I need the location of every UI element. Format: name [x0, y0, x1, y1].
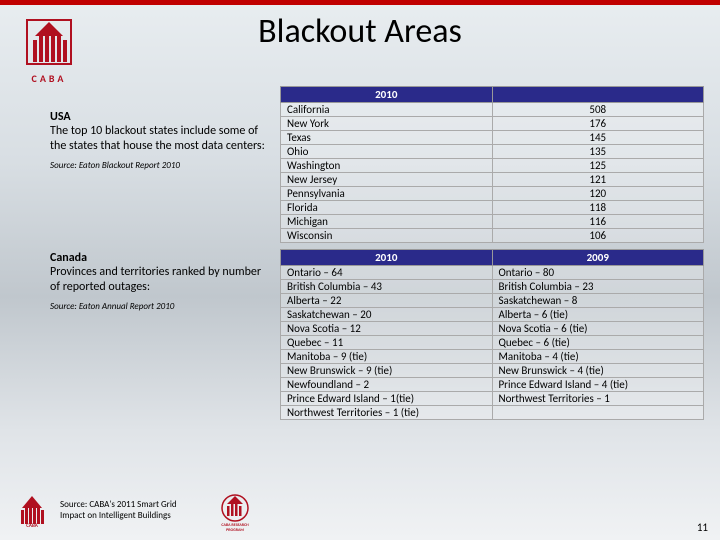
canada-2009-cell: Ontario – 80	[492, 266, 704, 280]
usa-source: Source: Eaton Blackout Report 2010	[50, 160, 270, 171]
usa-value-cell: 106	[492, 229, 704, 243]
usa-value-cell: 176	[492, 117, 704, 131]
table-row: Quebec – 11Quebec – 6 (tie)	[281, 336, 704, 350]
canada-2010-cell: Manitoba – 9 (tie)	[281, 350, 493, 364]
canada-2009-cell: Alberta – 6 (tie)	[492, 308, 704, 322]
canada-2009-cell: Saskatchewan – 8	[492, 294, 704, 308]
usa-table-blank-header	[492, 87, 704, 103]
canada-2009-cell: Manitoba – 4 (tie)	[492, 350, 704, 364]
usa-state-cell: Florida	[281, 201, 493, 215]
canada-2010-cell: Prince Edward Island – 1(tie)	[281, 392, 493, 406]
table-row: New York176	[281, 117, 704, 131]
usa-value-cell: 508	[492, 103, 704, 117]
usa-state-cell: Pennsylvania	[281, 187, 493, 201]
table-row: California508	[281, 103, 704, 117]
canada-2010-cell: Northwest Territories – 1 (tie)	[281, 406, 493, 420]
canada-description: Canada Provinces and territories ranked …	[50, 251, 270, 312]
table-row: New Brunswick – 9 (tie)New Brunswick – 4…	[281, 364, 704, 378]
canada-2009-cell: Prince Edward Island – 4 (tie)	[492, 378, 704, 392]
usa-value-cell: 116	[492, 215, 704, 229]
canada-2009-cell: Quebec – 6 (tie)	[492, 336, 704, 350]
table-row: New Jersey121	[281, 173, 704, 187]
right-column: 2010 California508New York176Texas145Ohi…	[280, 86, 720, 420]
top-accent-bar	[0, 0, 720, 5]
usa-state-cell: New Jersey	[281, 173, 493, 187]
content-area: USA The top 10 blackout states include s…	[0, 86, 720, 420]
caba-research-icon: CABA RESEARCH PROGRAM	[214, 490, 256, 532]
canada-2010-cell: Nova Scotia – 12	[281, 322, 493, 336]
table-row: Saskatchewan – 20Alberta – 6 (tie)	[281, 308, 704, 322]
usa-state-cell: California	[281, 103, 493, 117]
usa-state-cell: Wisconsin	[281, 229, 493, 243]
canada-2010-cell: Saskatchewan – 20	[281, 308, 493, 322]
table-row: Ontario – 64Ontario – 80	[281, 266, 704, 280]
canada-table-year-a: 2010	[281, 250, 493, 266]
table-row: Michigan116	[281, 215, 704, 229]
caba-mini-icon: CABA	[18, 494, 46, 528]
usa-state-cell: Texas	[281, 131, 493, 145]
usa-state-cell: Michigan	[281, 215, 493, 229]
caba-building-icon	[21, 14, 77, 70]
table-row: Pennsylvania120	[281, 187, 704, 201]
page-number: 11	[697, 521, 708, 534]
table-row: Manitoba – 9 (tie)Manitoba – 4 (tie)	[281, 350, 704, 364]
canada-body: Provinces and territories ranked by numb…	[50, 265, 270, 295]
table-row: Texas145	[281, 131, 704, 145]
svg-text:CABA: CABA	[26, 523, 38, 528]
table-row: Ohio135	[281, 145, 704, 159]
caba-logo: CABA	[14, 14, 84, 85]
usa-state-cell: Washington	[281, 159, 493, 173]
usa-value-cell: 125	[492, 159, 704, 173]
canada-source: Source: Eaton Annual Report 2010	[50, 301, 270, 312]
footer-source: Source: CABA's 2011 Smart Grid Impact on…	[60, 500, 200, 522]
table-row: Wisconsin106	[281, 229, 704, 243]
footer: CABA Source: CABA's 2011 Smart Grid Impa…	[18, 490, 256, 532]
canada-2010-cell: New Brunswick – 9 (tie)	[281, 364, 493, 378]
usa-state-cell: Ohio	[281, 145, 493, 159]
canada-2009-cell: New Brunswick – 4 (tie)	[492, 364, 704, 378]
usa-value-cell: 121	[492, 173, 704, 187]
usa-value-cell: 120	[492, 187, 704, 201]
usa-heading: USA	[50, 110, 270, 124]
usa-body: The top 10 blackout states include some …	[50, 124, 270, 154]
canada-table: 2010 2009 Ontario – 64Ontario – 80Britis…	[280, 249, 704, 420]
usa-table: 2010 California508New York176Texas145Ohi…	[280, 86, 704, 243]
table-row: Washington125	[281, 159, 704, 173]
table-row: British Columbia – 43British Columbia – …	[281, 280, 704, 294]
usa-description: USA The top 10 blackout states include s…	[50, 110, 270, 171]
canada-2009-cell: Nova Scotia – 6 (tie)	[492, 322, 704, 336]
usa-table-year-header: 2010	[281, 87, 493, 103]
canada-2009-cell: Northwest Territories – 1	[492, 392, 704, 406]
usa-value-cell: 118	[492, 201, 704, 215]
canada-2009-cell	[492, 406, 704, 420]
canada-heading: Canada	[50, 251, 270, 265]
table-row: Newfoundland – 2Prince Edward Island – 4…	[281, 378, 704, 392]
table-row: Florida118	[281, 201, 704, 215]
usa-value-cell: 135	[492, 145, 704, 159]
canada-2009-cell: British Columbia – 23	[492, 280, 704, 294]
table-row: Alberta – 22Saskatchewan – 8	[281, 294, 704, 308]
svg-text:PROGRAM: PROGRAM	[226, 528, 244, 532]
canada-table-year-b: 2009	[492, 250, 704, 266]
canada-2010-cell: Newfoundland – 2	[281, 378, 493, 392]
canada-2010-cell: Ontario – 64	[281, 266, 493, 280]
caba-logo-text: CABA	[14, 72, 84, 85]
page-title: Blackout Areas	[0, 11, 720, 52]
canada-2010-cell: British Columbia – 43	[281, 280, 493, 294]
usa-value-cell: 145	[492, 131, 704, 145]
table-row: Northwest Territories – 1 (tie)	[281, 406, 704, 420]
table-row: Prince Edward Island – 1(tie)Northwest T…	[281, 392, 704, 406]
canada-2010-cell: Quebec – 11	[281, 336, 493, 350]
left-column: USA The top 10 blackout states include s…	[0, 86, 280, 420]
usa-state-cell: New York	[281, 117, 493, 131]
canada-2010-cell: Alberta – 22	[281, 294, 493, 308]
table-row: Nova Scotia – 12Nova Scotia – 6 (tie)	[281, 322, 704, 336]
